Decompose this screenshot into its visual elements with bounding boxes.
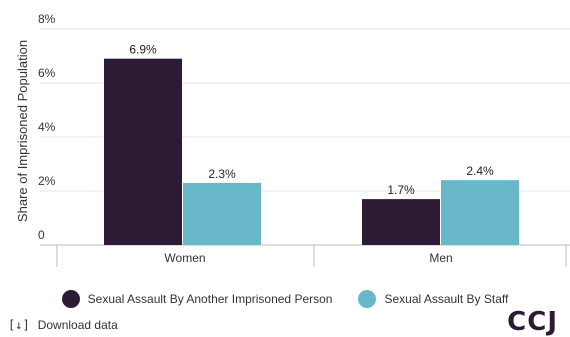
- download-data-link[interactable]: [↓] Download data: [8, 318, 118, 332]
- data-label: 6.9%: [129, 43, 157, 57]
- y-tick-label: 6%: [38, 66, 56, 80]
- bar-men-series-2: [441, 180, 519, 245]
- x-tick-label: Women: [164, 251, 205, 265]
- legend: Sexual Assault By Another Imprisoned Per…: [0, 290, 570, 308]
- legend-label-other-person: Sexual Assault By Another Imprisoned Per…: [87, 292, 333, 306]
- x-tick-label: Men: [429, 251, 452, 265]
- y-tick-label: 8%: [38, 12, 56, 26]
- bar-women-series-1: [104, 58, 182, 246]
- y-tick-label: 4%: [38, 120, 56, 134]
- data-label: 2.3%: [208, 167, 236, 181]
- y-axis-label: Share of Imprisoned Population: [15, 40, 30, 222]
- download-data-label: Download data: [37, 318, 118, 332]
- legend-item-other-person[interactable]: Sexual Assault By Another Imprisoned Per…: [61, 290, 333, 308]
- data-label: 2.4%: [466, 164, 494, 178]
- legend-swatch-staff: [358, 290, 377, 308]
- bar-women-series-2: [183, 182, 261, 245]
- bar-men-series-1: [362, 199, 440, 245]
- legend-swatch-other-person: [61, 290, 80, 308]
- data-label: 1.7%: [387, 183, 415, 197]
- legend-item-staff[interactable]: Sexual Assault By Staff: [358, 290, 508, 308]
- legend-label-staff: Sexual Assault By Staff: [384, 292, 509, 306]
- y-tick-label: 2%: [38, 174, 56, 188]
- bar-chart: 0 2% 4% 6% 8% Share of Imprisoned Population 6…: [15, 12, 570, 267]
- y-tick-label: 0: [38, 228, 45, 242]
- download-icon: [↓]: [8, 318, 30, 332]
- ccj-logo: CCJ: [507, 307, 558, 337]
